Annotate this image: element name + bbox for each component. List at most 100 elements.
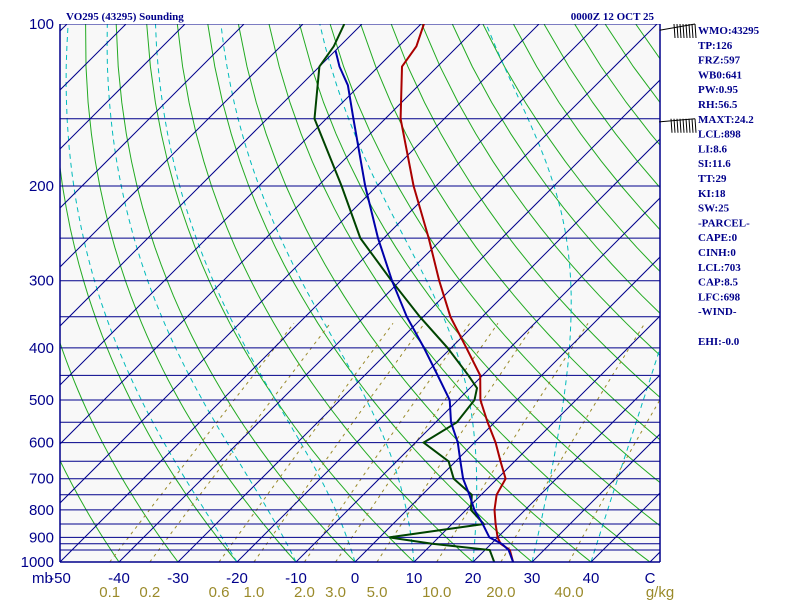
isotherm: [60, 24, 245, 209]
isotherm: [472, 374, 660, 562]
temperature-tick-label: 30: [524, 570, 541, 587]
indices-panel: WMO:43295 TP:126 FRZ:597 WB0:641 PW:0.95 RH:5…: [698, 25, 760, 348]
index-value: MAXT:24.2: [698, 114, 754, 126]
isotherm: [60, 24, 186, 150]
pressure-tick-label: 200: [29, 178, 54, 195]
index-value: CINH:0: [698, 247, 736, 259]
temperature-tick-label: -20: [226, 570, 248, 587]
index-value: LCL:703: [698, 262, 741, 274]
wind-barb-feather: [682, 23, 685, 39]
mixing-ratio-line: [109, 322, 295, 562]
mixing-ratio-line: [149, 322, 331, 562]
wind-barb-feather: [679, 118, 682, 133]
observation-time: 0000Z 12 OCT 25: [571, 11, 655, 23]
index-value: LFC:698: [698, 291, 741, 303]
wind-barb-feather: [673, 118, 676, 133]
wind-barb-feather: [691, 23, 694, 39]
wind-barb: [659, 118, 697, 133]
wind-barb-feather: [682, 118, 685, 133]
mixing-ratio-tick-label: 2.0: [294, 584, 315, 600]
wind-barb-feather: [688, 23, 691, 39]
mixing-ratio-tick-label: 1.0: [243, 584, 264, 600]
wind-barbs: [659, 23, 697, 133]
isotherm: [413, 315, 660, 562]
mixing-ratio-tick-label: 0.1: [99, 584, 120, 600]
profile-lines: [313, 24, 515, 562]
index-value: KI:18: [698, 188, 726, 200]
index-value: SW:25: [698, 203, 730, 215]
isotherm: [60, 24, 422, 386]
background-lines: [0, 12, 660, 573]
wind-barb-feather: [685, 118, 688, 133]
isotherm: [118, 24, 658, 562]
mixing-ratio-tick-label: 5.0: [367, 584, 388, 600]
index-value: PW:0.95: [698, 84, 739, 96]
index-value: RH:56.5: [698, 99, 738, 111]
mixing-ratio-tick-label: 0.6: [209, 584, 230, 600]
index-value: EHI:-0.0: [698, 336, 740, 348]
wind-barb-feather: [694, 23, 697, 39]
temperature-tick-label: C: [645, 570, 656, 587]
index-value: LCL:898: [698, 129, 741, 141]
mixing-ratio-tick-label: g/kg: [646, 584, 674, 600]
temperature-tick-label: -10: [285, 570, 307, 587]
mixing-ratio-tick-label: 0.2: [139, 584, 160, 600]
wind-barb: [659, 23, 697, 39]
temperature-tick-label: 40: [583, 570, 600, 587]
index-value: WB0:641: [698, 69, 742, 81]
pressure-unit-label: mb: [32, 570, 53, 587]
isotherm: [531, 433, 660, 562]
index-value: SI:11.6: [698, 158, 731, 170]
index-value: TT:29: [698, 173, 727, 185]
parcel-profile: [334, 50, 515, 562]
isotherm: [60, 24, 304, 268]
index-value: CAP:8.5: [698, 277, 739, 289]
wind-barb-feather: [691, 118, 694, 133]
isotherm: [60, 24, 599, 562]
pressure-tick-label: 800: [29, 502, 54, 519]
pressure-tick-label: 700: [29, 471, 54, 488]
index-value: FRZ:597: [698, 55, 741, 67]
mixing-ratio-line: [253, 323, 425, 562]
temperature-tick-label: 20: [465, 570, 482, 587]
mixing-ratio-line: [436, 323, 589, 562]
mixing-ratio-tick-label: 40.0: [554, 584, 583, 600]
temperature-profile: [399, 24, 515, 562]
index-value: LI:8.6: [698, 143, 728, 155]
wind-barb-feather: [679, 23, 682, 39]
isotherm: [60, 24, 363, 327]
isotherm: [295, 197, 660, 562]
wind-barb-feather: [688, 118, 691, 133]
wind-barb-feather: [676, 23, 679, 39]
temperature-tick-label: 10: [406, 570, 423, 587]
wind-barb-feather: [676, 118, 679, 133]
temperature-tick-label: -40: [108, 570, 130, 587]
mixing-ratio-line: [568, 398, 660, 562]
isotherm: [0, 12, 20, 573]
isotherm: [60, 24, 481, 445]
temperature-tick-label: -30: [167, 570, 189, 587]
index-value: WMO:43295: [698, 25, 760, 37]
temperature-tick-label: 0: [351, 570, 359, 587]
mixing-ratio-tick-label: 3.0: [325, 584, 346, 600]
index-value: -WIND-: [698, 306, 737, 318]
pressure-tick-label: 300: [29, 273, 54, 290]
pressure-tick-label: 900: [29, 529, 54, 546]
wind-barb-feather: [694, 118, 697, 133]
pressure-tick-label: 100: [29, 16, 54, 33]
pressure-tick-label: 1000: [21, 554, 54, 571]
dewpoint-profile: [313, 24, 496, 562]
plot-area: [60, 24, 660, 562]
index-value: TP:126: [698, 40, 733, 52]
temperature-tick-label: -50: [49, 570, 71, 587]
mixing-ratio-tick-label: 10.0: [422, 584, 451, 600]
wind-barb-feather: [685, 23, 688, 39]
pressure-tick-label: 500: [29, 392, 54, 409]
mixing-ratio-line: [500, 323, 646, 562]
mixing-ratio-tick-label: 20.0: [486, 584, 515, 600]
mixing-ratio-line: [376, 323, 536, 562]
pressure-tick-label: 600: [29, 435, 54, 452]
